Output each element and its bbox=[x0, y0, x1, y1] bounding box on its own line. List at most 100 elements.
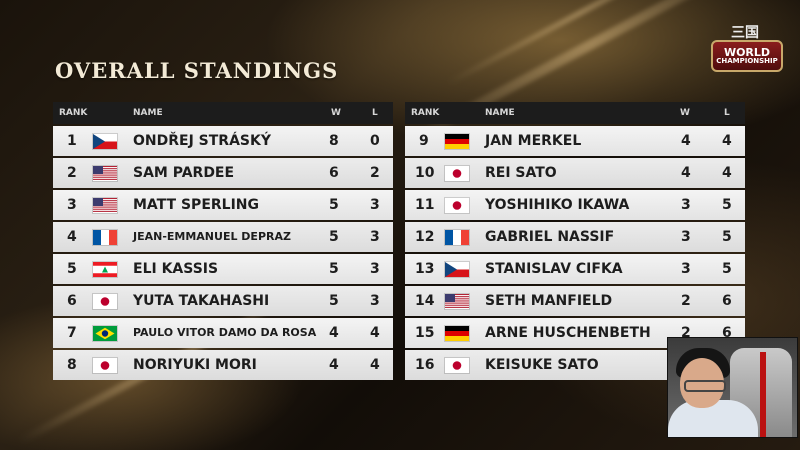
chair-stripe bbox=[760, 352, 766, 437]
standings-row: 13 STANISLAV CIFKA 3 5 bbox=[405, 254, 745, 284]
rank-value: 10 bbox=[415, 165, 435, 181]
losses-value: 6 bbox=[722, 325, 732, 341]
standings-row: 7 PAULO VITOR DAMO DA ROSA 4 4 bbox=[53, 318, 393, 348]
player-name: ONDŘEJ STRÁSKÝ bbox=[133, 133, 271, 149]
wins-value: 3 bbox=[681, 197, 691, 213]
logo-glyph: 三国 bbox=[731, 25, 759, 41]
losses-value: 4 bbox=[722, 165, 732, 181]
cz-flag-icon bbox=[445, 262, 469, 277]
rank-value: 3 bbox=[67, 197, 77, 213]
standings-row: 3 MATT SPERLING 5 3 bbox=[53, 190, 393, 220]
standings-row: 9 JAN MERKEL 4 4 bbox=[405, 126, 745, 156]
losses-column-header: L bbox=[724, 108, 730, 118]
fr-flag-icon bbox=[445, 230, 469, 245]
losses-column-header: L bbox=[372, 108, 378, 118]
jp-flag-icon bbox=[93, 358, 117, 373]
br-flag-icon bbox=[93, 326, 117, 341]
standings-row: 1 ONDŘEJ STRÁSKÝ 8 0 bbox=[53, 126, 393, 156]
name-column-header: NAME bbox=[485, 108, 515, 118]
wins-value: 4 bbox=[681, 165, 691, 181]
losses-value: 4 bbox=[722, 133, 732, 149]
logo-badge: WORLD CHAMPIONSHIP bbox=[711, 40, 783, 72]
standings-header: RANK NAME W L bbox=[53, 102, 393, 124]
rank-value: 5 bbox=[67, 261, 77, 277]
rank-value: 6 bbox=[67, 293, 77, 309]
rank-value: 15 bbox=[415, 325, 435, 341]
player-name: SETH MANFIELD bbox=[485, 293, 613, 309]
player-name: PAULO VITOR DAMO DA ROSA bbox=[133, 326, 317, 339]
wins-column-header: W bbox=[680, 108, 690, 118]
jp-flag-icon bbox=[93, 294, 117, 309]
player-name: GABRIEL NASSIF bbox=[485, 229, 615, 245]
rank-column-header: RANK bbox=[411, 108, 440, 118]
losses-value: 2 bbox=[370, 165, 380, 181]
us-flag-icon bbox=[93, 198, 117, 213]
wins-value: 5 bbox=[329, 261, 339, 277]
losses-value: 3 bbox=[370, 293, 380, 309]
wins-value: 3 bbox=[681, 261, 691, 277]
rank-value: 1 bbox=[67, 133, 77, 149]
player-name: YOSHIHIKO IKAWA bbox=[485, 197, 630, 213]
player-name: NORIYUKI MORI bbox=[133, 357, 257, 373]
background-light-streak bbox=[446, 0, 714, 87]
standings-row: 4 JEAN-EMMANUEL DEPRAZ 5 3 bbox=[53, 222, 393, 252]
losses-value: 4 bbox=[370, 325, 380, 341]
wins-value: 5 bbox=[329, 293, 339, 309]
standings-row: 5 ELI KASSIS 5 3 bbox=[53, 254, 393, 284]
standings-row: 2 SAM PARDEE 6 2 bbox=[53, 158, 393, 188]
webcam-overlay bbox=[667, 337, 798, 438]
wins-value: 4 bbox=[329, 357, 339, 373]
world-championship-logo: 三国 WORLD CHAMPIONSHIP bbox=[703, 18, 787, 78]
page-title: OVERALL STANDINGS bbox=[55, 58, 339, 83]
name-column-header: NAME bbox=[133, 108, 163, 118]
standings-rows: 1 ONDŘEJ STRÁSKÝ 8 0 2 SAM PARDEE 6 2 3 … bbox=[53, 126, 393, 380]
wins-value: 3 bbox=[681, 229, 691, 245]
de-flag-icon bbox=[445, 134, 469, 149]
rank-value: 11 bbox=[415, 197, 435, 213]
player-name: YUTA TAKAHASHI bbox=[133, 293, 270, 309]
losses-value: 5 bbox=[722, 197, 732, 213]
rank-value: 14 bbox=[415, 293, 435, 309]
player-name: REI SATO bbox=[485, 165, 557, 181]
wins-value: 8 bbox=[329, 133, 339, 149]
commentator-shirt bbox=[668, 400, 758, 437]
us-flag-icon bbox=[93, 166, 117, 181]
wins-value: 5 bbox=[329, 229, 339, 245]
losses-value: 0 bbox=[370, 133, 380, 149]
jp-flag-icon bbox=[445, 358, 469, 373]
losses-value: 4 bbox=[370, 357, 380, 373]
losses-value: 3 bbox=[370, 197, 380, 213]
player-name: ARNE HUSCHENBETH bbox=[485, 325, 651, 341]
wins-value: 2 bbox=[681, 325, 691, 341]
player-name: ELI KASSIS bbox=[133, 261, 219, 277]
de-flag-icon bbox=[445, 326, 469, 341]
player-name: MATT SPERLING bbox=[133, 197, 259, 213]
rank-value: 13 bbox=[415, 261, 435, 277]
player-name: SAM PARDEE bbox=[133, 165, 235, 181]
standings-row: 14 SETH MANFIELD 2 6 bbox=[405, 286, 745, 316]
standings-row: 6 YUTA TAKAHASHI 5 3 bbox=[53, 286, 393, 316]
standings-row: 12 GABRIEL NASSIF 3 5 bbox=[405, 222, 745, 252]
glasses-icon bbox=[684, 380, 726, 392]
rank-value: 2 bbox=[67, 165, 77, 181]
wins-column-header: W bbox=[331, 108, 341, 118]
player-name: JAN MERKEL bbox=[485, 133, 582, 149]
fr-flag-icon bbox=[93, 230, 117, 245]
us-flag-icon bbox=[445, 294, 469, 309]
player-name: STANISLAV CIFKA bbox=[485, 261, 623, 277]
losses-value: 6 bbox=[722, 293, 732, 309]
losses-value: 3 bbox=[370, 229, 380, 245]
logo-line1: WORLD bbox=[723, 46, 771, 59]
player-name: KEISUKE SATO bbox=[485, 357, 599, 373]
losses-value: 5 bbox=[722, 229, 732, 245]
standings-panel-right: RANK NAME W L 9 JAN MERKEL 4 4 10 REI SA… bbox=[405, 102, 745, 380]
standings-row: 8 NORIYUKI MORI 4 4 bbox=[53, 350, 393, 380]
wins-value: 4 bbox=[329, 325, 339, 341]
standings-rows: 9 JAN MERKEL 4 4 10 REI SATO 4 4 11 YOSH… bbox=[405, 126, 745, 380]
wins-value: 6 bbox=[329, 165, 339, 181]
rank-value: 12 bbox=[415, 229, 435, 245]
rank-column-header: RANK bbox=[59, 108, 88, 118]
player-name: JEAN-EMMANUEL DEPRAZ bbox=[133, 230, 291, 243]
losses-value: 3 bbox=[370, 261, 380, 277]
rank-value: 4 bbox=[67, 229, 77, 245]
